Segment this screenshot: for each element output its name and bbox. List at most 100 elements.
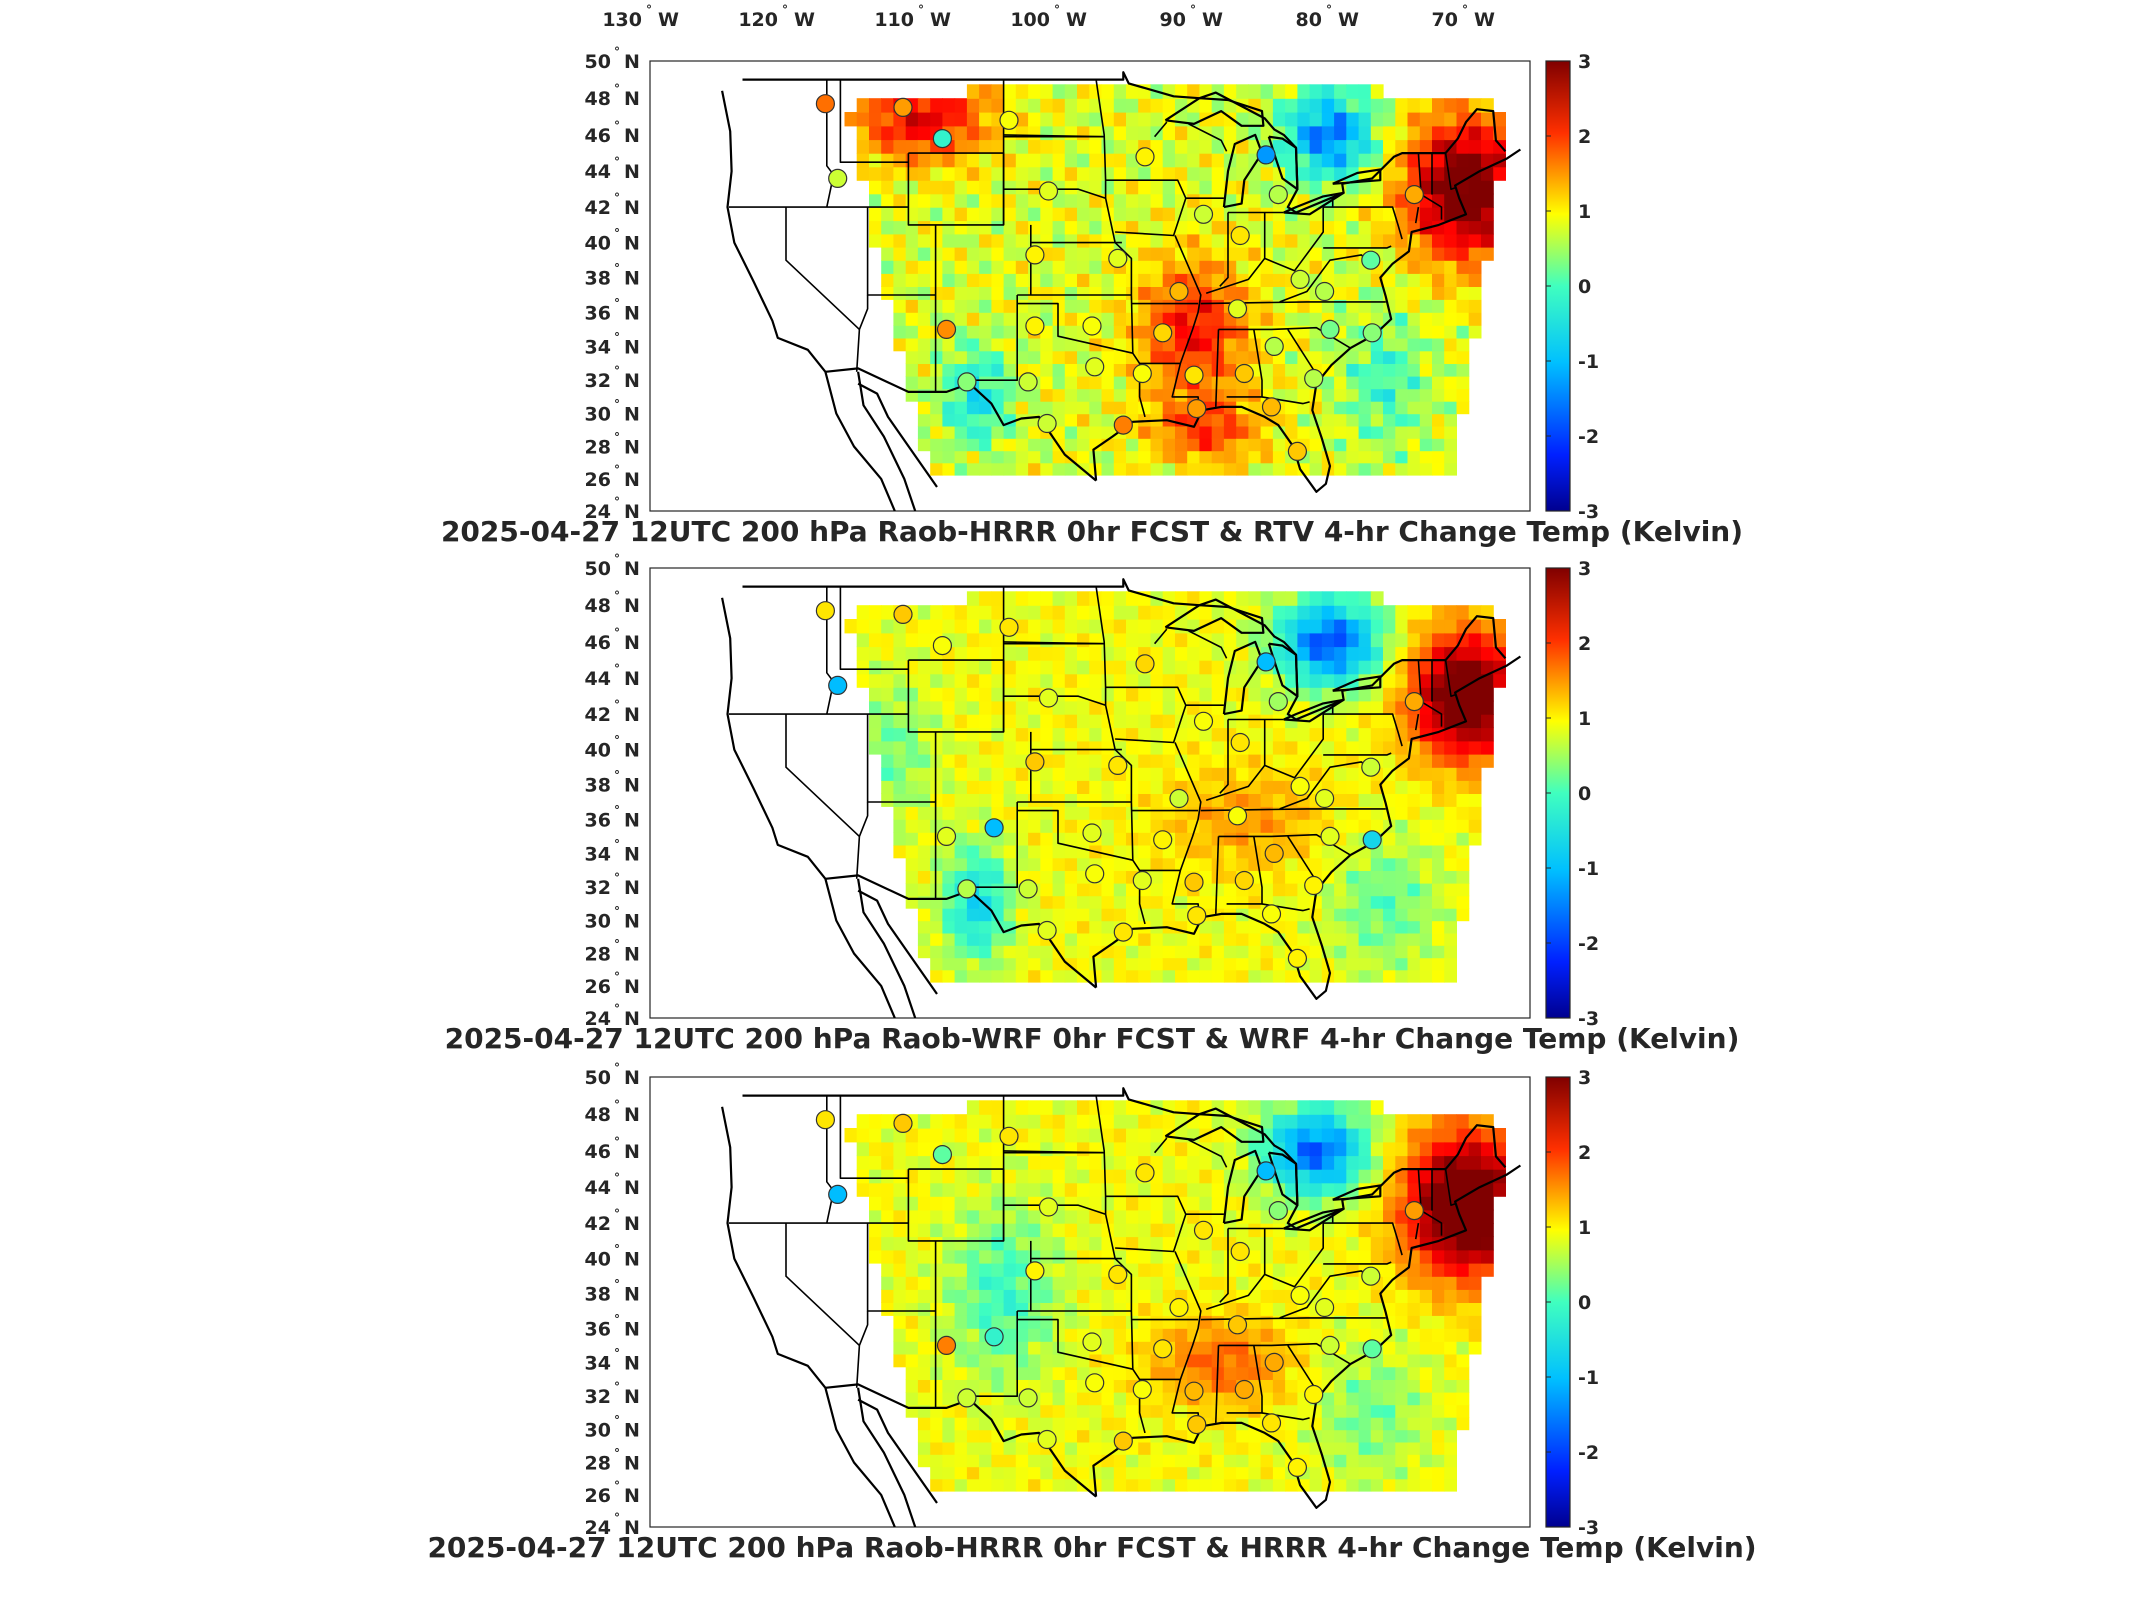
raob-station-marker — [1025, 245, 1045, 265]
longitude-value: 130 — [602, 9, 642, 31]
degree-symbol: ° — [614, 734, 620, 748]
degree-symbol: ° — [614, 82, 620, 96]
degree-symbol: ° — [614, 119, 620, 133]
latitude-tick-label: 50 ° N — [585, 1061, 640, 1089]
raob-station-marker — [893, 1113, 913, 1134]
state-boundary — [1226, 836, 1263, 905]
coastline — [857, 878, 917, 1018]
raob-station-marker — [1113, 922, 1133, 942]
latitude-value: 36 — [585, 1318, 611, 1340]
raob-station-marker — [1113, 1431, 1133, 1451]
raob-station-marker — [1135, 147, 1155, 167]
raob-station-marker — [1264, 336, 1284, 356]
map-panel-2: 50 ° N48 ° N46 ° N44 ° N42 ° N40 ° N38 ° N36 ° N34 ° N32 ° N… — [445, 552, 1740, 1055]
state-boundary — [825, 586, 835, 715]
raob-station-marker — [1268, 1200, 1288, 1221]
raob-station-marker — [1320, 319, 1340, 339]
state-boundary — [968, 295, 1019, 382]
longitude-hemisphere: W — [1474, 9, 1495, 31]
state-boundary — [1226, 329, 1263, 398]
raob-station-marker — [1169, 1297, 1189, 1318]
colorbar-tick-label: -1 — [1578, 1367, 1599, 1389]
state-boundary — [1171, 742, 1202, 918]
colorbar-tick-label: 3 — [1578, 51, 1591, 73]
state-boundary — [1003, 695, 1106, 706]
degree-symbol: ° — [614, 430, 620, 444]
latitude-value: 24 — [585, 1517, 611, 1539]
map-panel-1: 50 ° N48 ° N46 ° N44 ° N42 ° N40 ° N38 ° N36 ° N34 ° N32 ° N… — [441, 45, 1743, 548]
raob-station-marker — [936, 1335, 957, 1356]
latitude-tick-label: 40 ° N — [585, 227, 640, 255]
great-lake-outline — [1222, 133, 1264, 209]
great-lake-outline — [1332, 168, 1382, 185]
degree-symbol: ° — [614, 364, 620, 378]
raob-station-marker — [999, 1126, 1019, 1146]
raob-station-marker — [1261, 1413, 1282, 1433]
state-boundary — [785, 714, 860, 837]
latitude-value: 50 — [585, 1067, 611, 1089]
colorbar-tick-label: -2 — [1578, 1442, 1599, 1464]
degree-symbol: ° — [614, 191, 620, 205]
state-boundary — [1444, 1168, 1457, 1206]
raob-station-marker — [1320, 1335, 1340, 1356]
colorbar-tick-label: 1 — [1578, 708, 1591, 730]
latitude-hemisphere: N — [624, 1249, 640, 1271]
raob-station-marker — [1184, 365, 1204, 385]
degree-symbol: ° — [614, 1380, 620, 1394]
degree-symbol: ° — [614, 296, 620, 310]
great-lake-outline — [1222, 1149, 1264, 1225]
degree-symbol: ° — [646, 3, 652, 17]
raob-station-marker — [1404, 185, 1424, 205]
latitude-hemisphere: N — [624, 404, 640, 426]
raob-station-marker — [1234, 870, 1254, 891]
latitude-value: 44 — [585, 1177, 611, 1199]
latitude-tick-label: 46 ° N — [585, 1135, 640, 1163]
map-boundaries — [721, 1087, 1522, 1527]
raob-station-marker — [1135, 1163, 1155, 1183]
latitude-hemisphere: N — [624, 197, 640, 219]
raob-station-marker — [1132, 363, 1152, 384]
latitude-tick-label: 44 ° N — [585, 155, 640, 183]
raob-station-marker — [1025, 1261, 1045, 1281]
raob-station-marker — [1404, 1200, 1424, 1221]
raob-station-marker — [1187, 1414, 1207, 1435]
latitude-value: 50 — [585, 51, 611, 73]
latitude-value: 24 — [585, 501, 611, 523]
colorbar-tick-label: 3 — [1578, 1067, 1591, 1089]
great-lake-outline — [1222, 640, 1264, 716]
degree-symbol: ° — [614, 589, 620, 603]
raob-station-marker — [1287, 441, 1308, 461]
state-boundary — [968, 802, 1019, 889]
raob-station-marker — [893, 604, 913, 625]
state-boundary — [1003, 188, 1106, 199]
state-boundary — [1332, 713, 1403, 747]
state-boundary — [1332, 206, 1403, 240]
latitude-tick-label: 48 ° N — [585, 589, 640, 617]
degree-symbol: ° — [1462, 3, 1468, 17]
latitude-tick-label: 46 ° N — [585, 626, 640, 654]
longitude-value: 100 — [1010, 9, 1050, 31]
state-boundary — [1417, 1169, 1443, 1236]
raob-station-marker — [828, 168, 848, 188]
latitude-hemisphere: N — [624, 632, 640, 654]
latitude-value: 38 — [585, 775, 611, 797]
colorbar-tick-label: -1 — [1578, 351, 1599, 373]
state-boundary — [1414, 1222, 1420, 1240]
state-boundary — [785, 207, 860, 330]
latitude-tick-label: 42 ° N — [585, 698, 640, 726]
raob-station-marker — [1314, 1297, 1335, 1318]
great-lake-outline — [1164, 604, 1265, 634]
raob-station-marker — [1135, 654, 1155, 674]
latitude-hemisphere: N — [624, 704, 640, 726]
latitude-value: 38 — [585, 268, 611, 290]
latitude-value: 34 — [585, 843, 611, 865]
state-boundary — [1205, 207, 1324, 295]
degree-symbol: ° — [614, 45, 620, 59]
degree-symbol: ° — [614, 495, 620, 509]
degree-symbol: ° — [614, 1171, 620, 1185]
raob-station-marker — [1085, 1373, 1105, 1393]
latitude-hemisphere: N — [624, 1386, 640, 1408]
latitude-value: 44 — [585, 668, 611, 690]
latitude-tick-label: 34 ° N — [585, 1346, 640, 1374]
raob-station-marker — [1113, 415, 1133, 435]
